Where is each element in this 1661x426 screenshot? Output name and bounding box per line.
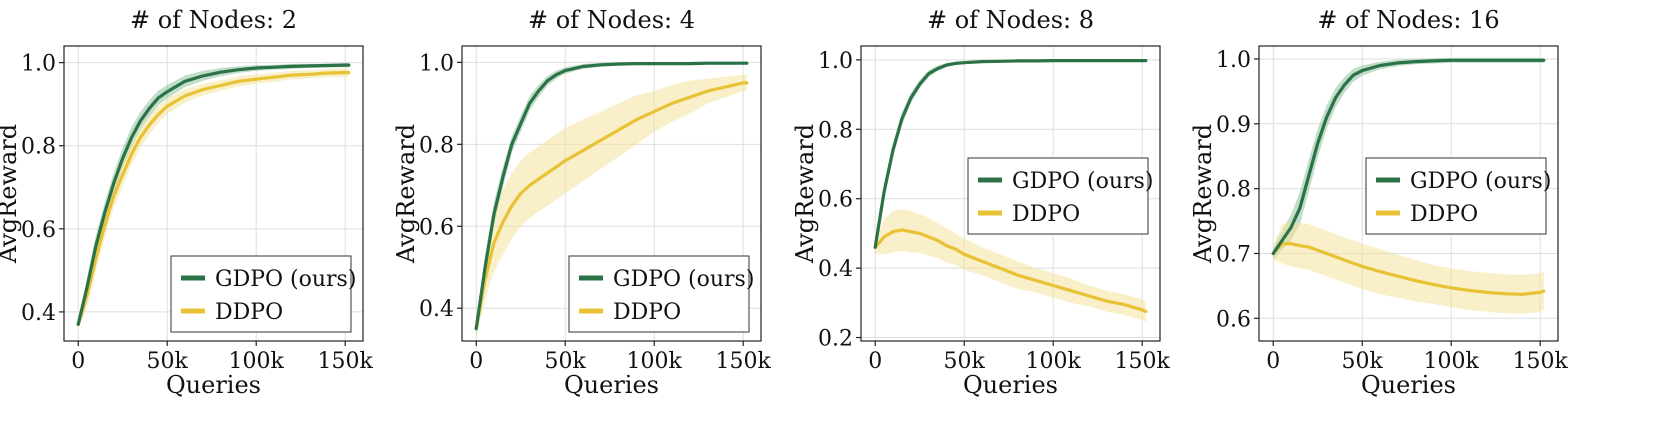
y-tick-label: 0.8	[818, 118, 853, 143]
series-line-ddpo	[474, 81, 749, 331]
x-tick-label: 150k	[716, 349, 772, 374]
y-axis-label: AvgReward	[791, 124, 819, 264]
series-line-gdpo-ours	[76, 63, 351, 326]
chart-title: # of Nodes: 4	[528, 6, 695, 34]
x-tick-label: 150k	[318, 349, 374, 374]
x-tick-label: 100k	[1424, 349, 1480, 374]
series-line-gdpo-ours	[1271, 58, 1546, 256]
x-tick-label: 100k	[1026, 349, 1082, 374]
x-tick-label: 0	[868, 349, 882, 374]
band-ddpo	[78, 68, 349, 329]
chart-panel-4: 0 50k 100k 150k 0.6 0.7 0.8 0.9 1.0 # of Nodes: 1…	[1189, 6, 1569, 399]
legend-box	[1365, 157, 1547, 235]
y-tick-label: 1.0	[1216, 48, 1251, 73]
x-tick-label: 0	[71, 349, 85, 374]
chart-title: # of Nodes: 8	[927, 6, 1094, 34]
series-line-gdpo-ours	[474, 61, 749, 331]
legend-box	[568, 255, 750, 333]
plot-frame	[860, 45, 1161, 342]
y-tick-label: 1.0	[818, 49, 853, 74]
y-tick-label: 0.4	[21, 301, 56, 326]
y-tick-label: 0.6	[818, 188, 853, 213]
plot-frame	[63, 45, 364, 342]
y-tick-label: 0.8	[1216, 178, 1251, 203]
legend-label-ddpo: DDPO	[215, 300, 283, 325]
chart-title: # of Nodes: 2	[130, 6, 297, 34]
y-tick-label: 0.8	[21, 135, 56, 160]
x-axis-label: Queries	[564, 371, 659, 399]
legend-label-gdpo-ours: GDPO (ours)	[1012, 169, 1153, 194]
y-tick-label: 0.2	[818, 327, 853, 352]
band-ddpo	[1273, 221, 1544, 314]
chart-panel-3: 0 50k 100k 150k 0.2 0.4 0.6 0.8 1.0 # of Nodes: 8…	[791, 6, 1171, 399]
y-tick-label: 0.8	[419, 133, 454, 158]
legend-label-gdpo-ours: GDPO (ours)	[215, 267, 356, 292]
x-axis-label: Queries	[1361, 371, 1456, 399]
y-tick-label: 0.6	[419, 215, 454, 240]
y-tick-label: 0.9	[1216, 113, 1251, 138]
chart-title: # of Nodes: 16	[1317, 6, 1499, 34]
legend-label-gdpo-ours: GDPO (ours)	[1410, 169, 1551, 194]
chart-panel-2: 0 50k 100k 150k 0.4 0.6 0.8 1.0 # of Nodes: 4 Que…	[392, 6, 772, 399]
series-line-gdpo-ours	[873, 58, 1148, 249]
plot-frame	[461, 45, 762, 342]
legend-label-ddpo: DDPO	[1410, 202, 1478, 227]
y-tick-label: 1.0	[21, 52, 56, 77]
legend: GDPO (ours) DDPO	[568, 255, 754, 333]
y-tick-label: 0.6	[21, 218, 56, 243]
series-line-ddpo	[76, 70, 351, 326]
x-tick-label: 0	[469, 349, 483, 374]
series-line-ddpo	[873, 228, 1148, 314]
legend: GDPO (ours) DDPO	[1365, 157, 1551, 235]
x-tick-label: 0	[1266, 349, 1280, 374]
y-tick-label: 0.7	[1216, 242, 1251, 267]
x-axis-label: Queries	[963, 371, 1058, 399]
band-ddpo	[476, 74, 747, 337]
legend-label-gdpo-ours: GDPO (ours)	[613, 267, 754, 292]
series-line-ddpo	[1271, 242, 1546, 296]
x-tick-label: 150k	[1115, 349, 1171, 374]
legend: GDPO (ours) DDPO	[170, 255, 356, 333]
x-tick-label: 50k	[545, 349, 587, 374]
y-tick-label: 1.0	[419, 51, 454, 76]
legend-label-ddpo: DDPO	[613, 300, 681, 325]
x-tick-label: 50k	[1342, 349, 1384, 374]
x-tick-label: 50k	[944, 349, 986, 374]
x-tick-label: 100k	[627, 349, 683, 374]
x-tick-label: 50k	[147, 349, 189, 374]
y-tick-label: 0.4	[818, 257, 853, 282]
legend-label-ddpo: DDPO	[1012, 202, 1080, 227]
plot-frame	[1258, 45, 1559, 342]
legend-box	[170, 255, 352, 333]
legend: GDPO (ours) DDPO	[967, 157, 1153, 235]
x-tick-label: 100k	[229, 349, 285, 374]
legend-box	[967, 157, 1149, 235]
y-axis-label: AvgReward	[0, 124, 22, 264]
y-tick-label: 0.4	[419, 297, 454, 322]
x-tick-label: 150k	[1513, 349, 1569, 374]
chart-panel-1: 0 50k 100k 150k 0.4 0.6 0.8 1.0 # of Nodes: 2 Que…	[0, 6, 374, 399]
y-tick-label: 0.6	[1216, 307, 1251, 332]
y-axis-label: AvgReward	[1189, 124, 1217, 264]
x-axis-label: Queries	[166, 371, 261, 399]
y-axis-label: AvgReward	[392, 124, 420, 264]
